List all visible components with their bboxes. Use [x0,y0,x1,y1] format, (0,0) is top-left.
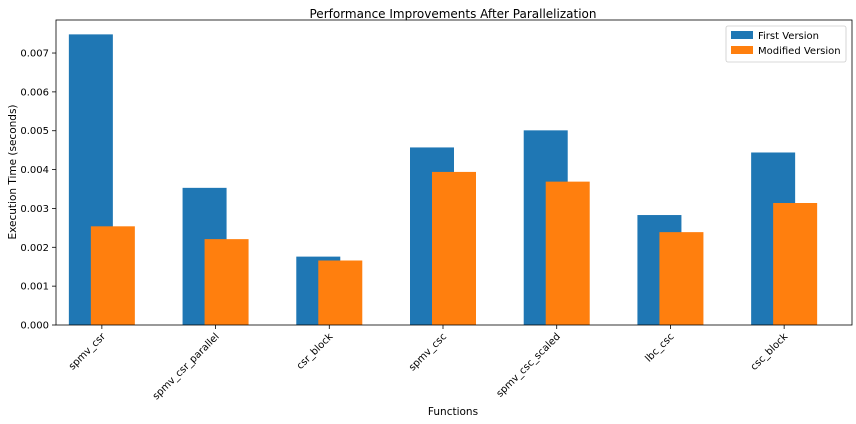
chart-title: Performance Improvements After Paralleli… [310,7,597,21]
y-tick-label: 0.000 [20,321,49,332]
bar-modified-csr_block [318,260,363,325]
bar-modified-spmv_csr_parallel [204,239,249,325]
y-tick-label: 0.007 [20,49,49,60]
legend-swatch [731,46,753,54]
y-tick-label: 0.003 [20,204,49,215]
bar-modified-spmv_csc [432,171,476,325]
legend-swatch [731,31,753,39]
bar-modified-lbc_csc [659,232,704,325]
x-tick-label: csr_block [295,331,336,372]
y-tick-label: 0.004 [20,165,49,176]
y-tick-label: 0.006 [20,87,49,98]
y-tick-label: 0.002 [20,243,49,254]
x-tick-label: spmv_csc_scaled [495,331,563,399]
x-axis-label: Functions [428,406,478,418]
x-tick-label: spmv_csc [407,331,449,373]
bar-modified-csc_block [773,203,818,325]
y-axis-label: Execution Time (seconds) [7,104,19,239]
x-tick-label: lbc_csc [643,331,676,364]
bars-group [68,34,818,326]
legend: First Version Modified Version [725,25,847,63]
y-tick-label: 0.001 [20,282,49,293]
plot-frame [55,19,853,326]
x-tick-label: csc_block [749,331,791,373]
legend-box [725,25,847,63]
x-axis: spmv_csr spmv_csr_parallel csr_block spmv_c… [67,325,790,402]
bar-modified-spmv_csr [90,226,135,325]
x-tick-label: spmv_csr_parallel [151,331,222,402]
y-axis: 0.000 0.001 0.002 0.003 0.004 0.005 0.006 0.007 [20,49,56,332]
legend-label: First Version [758,31,819,42]
legend-label: Modified Version [758,46,841,57]
x-tick-label: spmv_csr [67,331,109,373]
y-tick-label: 0.005 [20,126,49,137]
bar-modified-spmv_csc_scaled [545,181,590,325]
